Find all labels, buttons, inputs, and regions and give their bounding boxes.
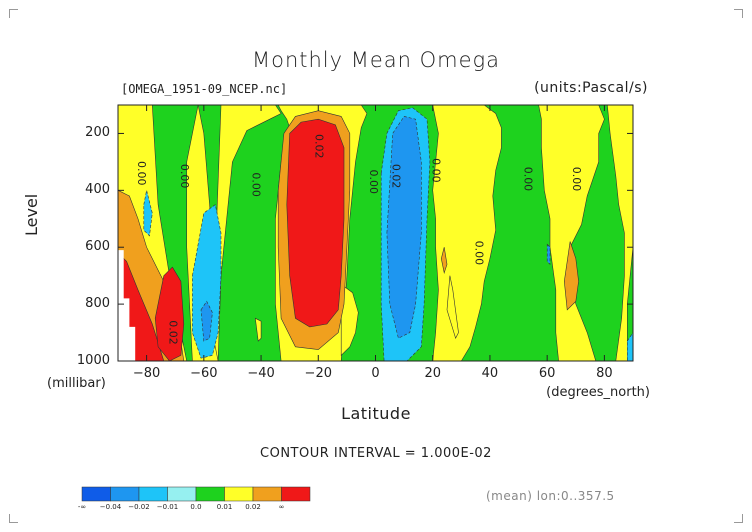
colorbar-swatch-2 xyxy=(138,486,168,502)
contour-region-missing-25 xyxy=(118,250,136,361)
colorbar-label: −0.04 xyxy=(99,503,122,511)
colorbar-label: ∞ xyxy=(278,503,285,511)
dataset-label: [OMEGA_1951-09_NCEP.nc] xyxy=(121,82,288,96)
x-tick-label: 60 xyxy=(538,366,556,381)
contour-region-0.02-14 xyxy=(440,247,448,274)
contour-label-8: 0.00 xyxy=(521,167,534,192)
corner-mark-top-left xyxy=(9,9,18,18)
y-tick-label: 200 xyxy=(85,125,110,141)
footer-averaging-label: (mean) lon:0..357.5 xyxy=(486,489,615,503)
contour-region-0.01-5 xyxy=(340,283,359,357)
x-tick-label: −80 xyxy=(132,366,161,381)
x-axis-units: (degrees_north) xyxy=(546,385,650,400)
colorbar-label: 0.02 xyxy=(245,503,261,511)
y-tick-label: 600 xyxy=(85,239,110,255)
x-tick-label: −60 xyxy=(190,366,218,381)
y-axis-units: (millibar) xyxy=(47,376,106,391)
contour-plot: 0.00 0.00 0.00 0.02 0.00 0.02 0.00 0.00 0.00 0.00… xyxy=(117,104,634,362)
x-tick-label: −40 xyxy=(247,366,275,381)
colorbar-swatch-5 xyxy=(224,486,254,502)
colorbar-swatch-3 xyxy=(167,486,197,502)
contour-label-3: 0.02 xyxy=(312,134,325,159)
contour-label-9: 0.00 xyxy=(570,167,583,192)
contour-region-0.01-3 xyxy=(212,104,282,362)
x-tick-label: 80 xyxy=(596,366,613,381)
colorbar-label: 0.0 xyxy=(190,503,202,511)
x-tick-label: −20 xyxy=(304,366,332,381)
colorbar-swatch-4 xyxy=(195,486,225,502)
contour-regions xyxy=(117,104,634,362)
x-tick-label: 40 xyxy=(481,366,499,381)
contour-label-0: 0.00 xyxy=(135,161,148,186)
colorbar-label: −0.02 xyxy=(128,503,150,511)
contour-label-10: 0.02 xyxy=(167,320,180,345)
contour-region--0.02-22 xyxy=(386,116,422,339)
contour-label-6: 0.00 xyxy=(430,158,443,183)
contour-label-7: 0.00 xyxy=(473,241,486,266)
colorbar-swatch-0 xyxy=(81,486,111,502)
y-tick-label: 1000 xyxy=(76,353,110,368)
contour-region-0.03-17 xyxy=(154,266,185,362)
colorbar-swatch-1 xyxy=(110,486,140,502)
x-tick-label: 20 xyxy=(424,366,441,381)
contour-region-0.02-13 xyxy=(563,241,579,311)
contour-region--0.02-24 xyxy=(546,243,551,266)
corner-mark-bottom-left xyxy=(9,514,18,523)
contour-label-1: 0.00 xyxy=(178,164,191,189)
colorbar-label: 0.01 xyxy=(216,503,233,511)
colorbar-label: −0.01 xyxy=(156,503,179,511)
contour-region-0.01-8 xyxy=(532,104,605,362)
corner-mark-bottom-right xyxy=(734,514,743,523)
colorbar xyxy=(81,486,311,502)
y-axis-label: Level xyxy=(22,193,41,236)
contour-label-4: 0.00 xyxy=(367,170,380,195)
contour-labels: 0.00 0.00 0.00 0.02 0.00 0.02 0.00 0.00 0.00 0.00… xyxy=(135,134,583,345)
units-label: (units:Pascal/s) xyxy=(534,80,648,96)
contour-region--0.01-19 xyxy=(192,204,222,359)
contour-region-0.01-6 xyxy=(254,317,262,342)
colorbar-swatch-7 xyxy=(281,486,311,502)
x-tick-label: 0 xyxy=(371,366,380,381)
contour-region-0.03-15 xyxy=(286,118,345,328)
axis-ticks xyxy=(118,104,633,362)
contour-interval-label: CONTOUR INTERVAL = 1.000E-02 xyxy=(260,446,492,461)
x-axis-label: Latitude xyxy=(341,404,411,423)
contour-label-2: 0.00 xyxy=(249,172,262,197)
contour-label-5: 0.02 xyxy=(390,164,403,189)
y-tick-label: 400 xyxy=(85,182,110,198)
contour-region--0.02-23 xyxy=(200,300,213,342)
colorbar-swatch-6 xyxy=(252,486,282,502)
y-tick-label: 800 xyxy=(85,296,110,312)
contour-region--0.01-21 xyxy=(626,331,634,362)
chart-title: Monthly Mean Omega xyxy=(251,48,501,72)
colorbar-label: -∞ xyxy=(77,503,87,511)
contour-region-0.01-10 xyxy=(446,275,459,339)
contour-region--0.01-20 xyxy=(143,190,153,237)
corner-mark-top-right xyxy=(734,9,743,18)
